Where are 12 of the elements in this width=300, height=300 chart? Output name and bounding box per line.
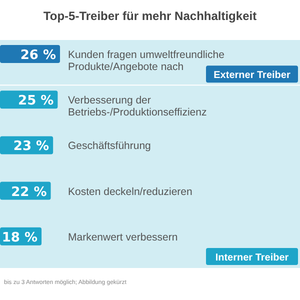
tag-badge: Interner Treiber	[206, 248, 298, 265]
y-tick-label: Kosten deckeln/reduzieren	[68, 186, 192, 198]
data-label: 25 %	[18, 94, 54, 109]
y-tick-label: Geschäftsführung	[68, 140, 152, 152]
data-label: 22 %	[11, 184, 47, 200]
y-tick-label: Verbesserung der Betriebs-/Produktionseffizienz	[68, 94, 207, 119]
data-label: 18 %	[2, 230, 38, 246]
data-label: 23 %	[13, 139, 50, 154]
data-label: 26 %	[20, 48, 56, 63]
y-tick-label: Markenwert verbessern	[68, 231, 178, 244]
tag-badge: Externer Treiber	[206, 66, 298, 83]
text: Top-5-Treiber für mehr Nachhaltigkeit	[43, 9, 257, 23]
